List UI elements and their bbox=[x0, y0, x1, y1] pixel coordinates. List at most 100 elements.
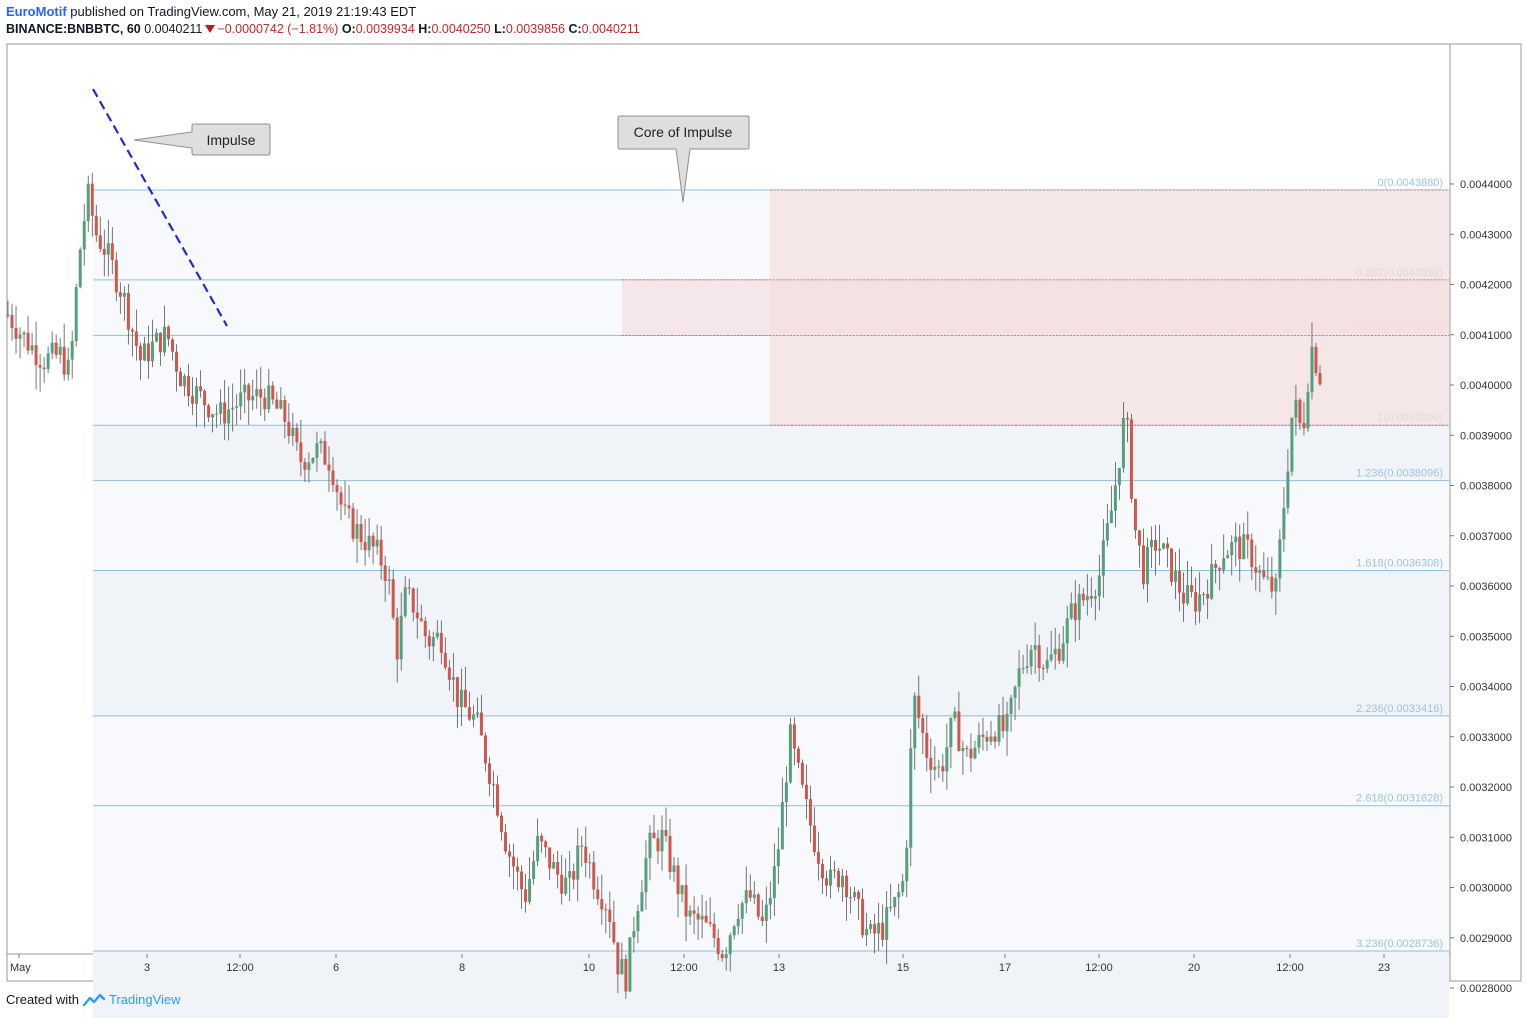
candle-body bbox=[1258, 570, 1262, 573]
price-tick-label: 0.0032000 bbox=[1460, 782, 1512, 794]
candle-body bbox=[1194, 591, 1198, 612]
candle-body bbox=[640, 892, 644, 912]
candle-body bbox=[1109, 510, 1113, 524]
candle-body bbox=[1298, 399, 1302, 424]
candle-body bbox=[307, 462, 311, 470]
candle-body bbox=[162, 326, 166, 353]
candle-body bbox=[459, 689, 463, 708]
time-tick-label: 20 bbox=[1188, 962, 1200, 974]
candle-body bbox=[211, 414, 215, 418]
candle-body bbox=[299, 442, 303, 463]
candle-body bbox=[552, 862, 556, 869]
candle-body bbox=[812, 825, 816, 853]
impulse-trend-line bbox=[92, 88, 228, 327]
candle-body bbox=[1286, 471, 1290, 508]
candle-body bbox=[1210, 563, 1214, 599]
candle-body bbox=[1318, 373, 1322, 385]
candle-body bbox=[54, 342, 58, 355]
candle-body bbox=[479, 712, 483, 736]
price-tick-label: 0.0033000 bbox=[1460, 732, 1512, 744]
candle-body bbox=[917, 695, 921, 719]
candle-body bbox=[1089, 596, 1093, 599]
candle-body bbox=[1282, 507, 1286, 540]
candle-body bbox=[1149, 539, 1153, 547]
candle-body bbox=[335, 485, 339, 493]
candle-body bbox=[42, 367, 46, 370]
candle-body bbox=[949, 718, 953, 748]
candle-body bbox=[632, 931, 636, 938]
candle-body bbox=[977, 734, 981, 748]
candle-body bbox=[732, 926, 736, 936]
candle-body bbox=[471, 714, 475, 720]
candle-body bbox=[889, 907, 893, 909]
candle-body bbox=[1262, 570, 1266, 578]
candle-body bbox=[379, 539, 383, 566]
candle-body bbox=[592, 862, 596, 890]
candle-body bbox=[86, 183, 90, 221]
candle-body bbox=[355, 524, 359, 539]
candle-body bbox=[1057, 648, 1061, 661]
candle-body bbox=[841, 875, 845, 888]
candle-body bbox=[331, 470, 335, 486]
candle-body bbox=[38, 365, 42, 368]
candle-body bbox=[1153, 539, 1157, 551]
candle-body bbox=[82, 220, 86, 250]
candle-body bbox=[612, 922, 616, 943]
author-name[interactable]: EuroMotif bbox=[6, 4, 67, 19]
candle-body bbox=[30, 345, 34, 351]
candle-body bbox=[532, 861, 536, 879]
candle-body bbox=[804, 784, 808, 800]
candle-body bbox=[584, 846, 588, 863]
candle-body bbox=[1278, 539, 1282, 579]
price-tick-label: 0.0039000 bbox=[1460, 430, 1512, 442]
candle-body bbox=[560, 874, 564, 894]
candle-body bbox=[893, 897, 897, 908]
candle-body bbox=[989, 736, 993, 742]
candle-body bbox=[102, 248, 106, 255]
candle-body bbox=[981, 734, 985, 737]
candle-body bbox=[1113, 485, 1117, 511]
candle-body bbox=[1266, 576, 1270, 578]
candle-body bbox=[688, 910, 692, 917]
footer: Created with TradingView bbox=[6, 992, 181, 1008]
price-tick-label: 0.0043000 bbox=[1460, 229, 1512, 241]
candle-body bbox=[371, 535, 375, 547]
candle-body bbox=[869, 924, 873, 930]
candle-body bbox=[439, 632, 443, 653]
fib-band bbox=[93, 805, 1449, 952]
time-tick-label: 12:00 bbox=[1085, 962, 1113, 974]
price-tick-label: 0.0042000 bbox=[1460, 280, 1512, 292]
candle-body bbox=[227, 409, 231, 424]
candle-body bbox=[1021, 668, 1025, 670]
candle-body bbox=[788, 724, 792, 783]
candle-body bbox=[576, 845, 580, 880]
symbol-label[interactable]: BINANCE:BNBBTC, 60 bbox=[6, 22, 141, 36]
candle-body bbox=[1166, 543, 1170, 549]
candle-body bbox=[937, 766, 941, 768]
time-tick-label: 10 bbox=[583, 962, 595, 974]
candle-body bbox=[692, 910, 696, 914]
price-tick-label: 0.0030000 bbox=[1460, 883, 1512, 895]
candle-body bbox=[1101, 540, 1105, 576]
candle-body bbox=[808, 799, 812, 826]
candle-body bbox=[1302, 423, 1306, 429]
candle-body bbox=[865, 929, 869, 936]
candle-body bbox=[816, 852, 820, 864]
candle-body bbox=[965, 747, 969, 749]
candle-body bbox=[191, 396, 195, 404]
candle-body bbox=[215, 413, 219, 415]
candle-body bbox=[407, 587, 411, 589]
candle-body bbox=[495, 784, 499, 816]
time-tick-label: 8 bbox=[459, 962, 465, 974]
candle-body bbox=[187, 376, 191, 397]
candle-body bbox=[74, 287, 78, 342]
tradingview-brand[interactable]: TradingView bbox=[108, 992, 181, 1007]
price-axis-frame bbox=[1449, 43, 1522, 982]
candle-body bbox=[243, 384, 247, 393]
open-label: O: bbox=[341, 22, 356, 36]
candle-body bbox=[171, 339, 175, 352]
candle-body bbox=[913, 695, 917, 749]
candle-body bbox=[660, 830, 664, 852]
low-value: 0.0039856 bbox=[505, 22, 565, 36]
